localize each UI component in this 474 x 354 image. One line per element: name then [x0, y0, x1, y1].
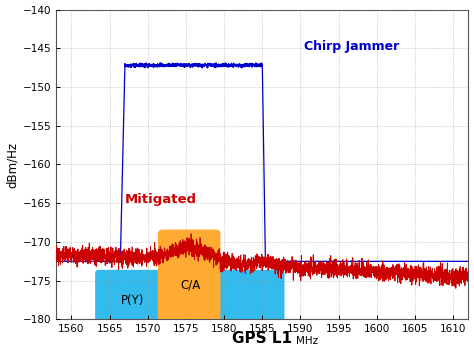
Text: Mitigated: Mitigated	[125, 193, 197, 206]
Y-axis label: dBm/Hz: dBm/Hz	[6, 142, 18, 188]
Text: C/A: C/A	[181, 278, 201, 291]
Text: GPS L1: GPS L1	[232, 331, 292, 346]
FancyBboxPatch shape	[158, 229, 220, 324]
Text: MHz: MHz	[296, 336, 319, 346]
Text: P(Y): P(Y)	[121, 293, 144, 307]
FancyBboxPatch shape	[95, 270, 284, 322]
Text: Chirp Jammer: Chirp Jammer	[304, 40, 400, 53]
